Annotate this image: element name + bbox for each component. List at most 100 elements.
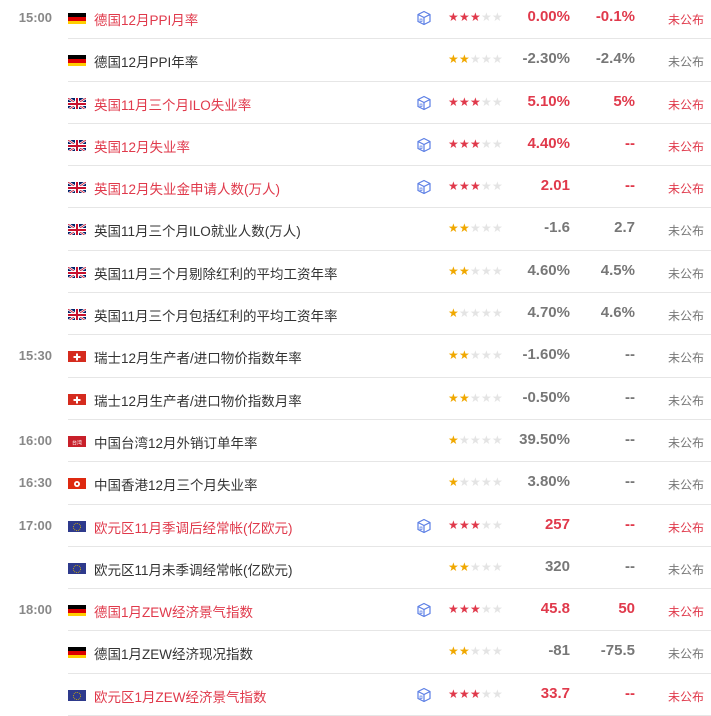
star-icon: ★ (459, 686, 470, 701)
star-icon: ★ (481, 10, 492, 24)
event-title[interactable]: 德国1月ZEW经济现况指数 (94, 647, 254, 663)
event-title[interactable]: 欧元区11月未季调经常帐(亿欧元) (94, 562, 293, 578)
star-icon: ★ (492, 644, 503, 659)
importance-stars: ★★★★★ (448, 52, 503, 66)
importance-stars: ★★★★★ (448, 475, 503, 489)
star-icon: ★ (448, 559, 459, 574)
event-title[interactable]: 中国台湾12月外销订单年率 (94, 435, 258, 451)
star-icon: ★ (470, 10, 481, 24)
star-icon: ★ (492, 136, 503, 151)
star-icon: ★ (481, 686, 492, 701)
calendar-row[interactable]: 英国11月三个月ILO失业率 ★★★★★ 5.10% 5% 未公布 (0, 82, 711, 124)
row-divider (68, 207, 711, 209)
status-text: 未公布 (668, 182, 705, 197)
eu-flag-icon (68, 689, 86, 701)
eu-flag-icon (68, 520, 86, 532)
previous-value: -81 (548, 642, 570, 660)
cube-icon[interactable] (416, 10, 432, 26)
event-title[interactable]: 欧元区11月季调后经常帐(亿欧元) (94, 520, 293, 536)
germany-flag-icon (68, 604, 86, 617)
importance-stars: ★★★★★ (448, 433, 503, 447)
event-time: 15:00 (18, 10, 52, 25)
calendar-row[interactable]: 英国11月三个月ILO就业人数(万人) ★★★★★ -1.6 2.7 未公布 (0, 208, 711, 251)
event-title[interactable]: 德国12月PPI月率 (94, 13, 199, 28)
event-time: 15:30 (18, 348, 52, 364)
importance-stars: ★★★★★ (448, 306, 503, 320)
row-divider (68, 376, 711, 378)
star-icon: ★ (448, 179, 459, 194)
importance-stars: ★★★★★ (448, 560, 503, 574)
calendar-row[interactable]: 15:00 德国12月PPI月率 ★★★★★ 0.00% -0.1% 未公布 (0, 0, 711, 40)
row-divider (68, 165, 711, 167)
calendar-row[interactable]: 德国1月ZEW经济现况指数 ★★★★★ -81 -75.5 未公布 (0, 631, 711, 674)
switzerland-flag-icon (68, 350, 86, 363)
event-title[interactable]: 英国11月三个月ILO失业率 (94, 97, 252, 113)
status-text: 未公布 (668, 351, 705, 366)
event-title[interactable]: 中国香港12月三个月失业率 (94, 478, 258, 494)
previous-value: 2.01 (540, 177, 570, 195)
event-time: 16:00 (18, 432, 52, 448)
status-text: 未公布 (668, 562, 705, 577)
cube-icon[interactable] (416, 518, 432, 534)
star-icon: ★ (481, 475, 492, 490)
status-text: 未公布 (668, 647, 705, 662)
calendar-row[interactable]: 16:30 中国香港12月三个月失业率 ★★★★★ 3.80% -- 未公布 (0, 462, 711, 505)
star-icon: ★ (492, 559, 503, 574)
cube-icon[interactable] (416, 179, 432, 195)
event-time: 17:00 (18, 517, 52, 533)
calendar-row[interactable]: 德国12月PPI年率 ★★★★★ -2.30% -2.4% 未公布 (0, 39, 711, 82)
uk-flag-icon (68, 96, 86, 109)
star-icon: ★ (459, 475, 470, 490)
calendar-row[interactable]: 英国12月失业金申请人数(万人) ★★★★★ 2.01 -- 未公布 (0, 166, 711, 209)
importance-stars: ★★★★★ (448, 687, 503, 701)
star-icon: ★ (459, 221, 470, 236)
star-icon: ★ (448, 306, 459, 321)
status-text: 未公布 (668, 13, 705, 27)
status-text: 未公布 (668, 605, 705, 620)
calendar-row[interactable]: 瑞士12月生产者/进口物价指数月率 ★★★★★ -0.50% -- 未公布 (0, 378, 711, 420)
star-icon: ★ (470, 221, 481, 236)
calendar-row[interactable]: 英国11月三个月剔除红利的平均工资年率 ★★★★★ 4.60% 4.5% 未公布 (0, 251, 711, 294)
status-text: 未公布 (668, 139, 705, 154)
cube-icon[interactable] (416, 602, 432, 618)
cube-icon[interactable] (416, 687, 432, 703)
event-title[interactable]: 瑞士12月生产者/进口物价指数年率 (94, 351, 302, 367)
previous-value: 39.50% (519, 430, 570, 448)
star-icon: ★ (492, 94, 503, 109)
calendar-row[interactable]: 英国11月三个月包括红利的平均工资年率 ★★★★★ 4.70% 4.6% 未公布 (0, 293, 711, 336)
row-divider (68, 80, 711, 82)
star-icon: ★ (470, 517, 481, 532)
event-title[interactable]: 英国11月三个月包括红利的平均工资年率 (94, 309, 338, 325)
event-title[interactable]: 德国12月PPI年率 (94, 55, 199, 71)
star-icon: ★ (448, 432, 459, 447)
forecast-value: -- (625, 684, 635, 702)
star-icon: ★ (448, 94, 459, 109)
event-title[interactable]: 英国12月失业金申请人数(万人) (94, 182, 281, 198)
calendar-row[interactable]: 欧元区11月未季调经常帐(亿欧元) ★★★★★ 320 -- 未公布 (0, 547, 711, 590)
row-divider (68, 503, 711, 505)
status-text: 未公布 (668, 309, 705, 324)
event-title[interactable]: 欧元区1月ZEW经济景气指数 (94, 689, 267, 705)
star-icon: ★ (470, 686, 481, 701)
importance-stars: ★★★★★ (448, 391, 503, 405)
previous-value: 4.60% (527, 261, 570, 279)
star-icon: ★ (481, 221, 492, 236)
event-time: 16:30 (18, 475, 52, 491)
hongkong-flag-icon (68, 477, 86, 490)
eu-flag-icon (68, 562, 86, 574)
cube-icon[interactable] (416, 137, 432, 153)
event-title[interactable]: 德国1月ZEW经济景气指数 (94, 605, 254, 621)
calendar-row[interactable]: 17:00 欧元区11月季调后经常帐(亿欧元) ★★★★★ 257 -- 未公布 (0, 505, 711, 547)
calendar-row[interactable]: 英国12月失业率 ★★★★★ 4.40% -- 未公布 (0, 124, 711, 167)
calendar-row[interactable]: 18:00 德国1月ZEW经济景气指数 ★★★★★ 45.8 50 未公布 (0, 589, 711, 632)
calendar-row[interactable]: 15:30 瑞士12月生产者/进口物价指数年率 ★★★★★ -1.60% -- 未公布 (0, 335, 711, 378)
event-title[interactable]: 英国11月三个月ILO就业人数(万人) (94, 224, 301, 240)
event-title[interactable]: 瑞士12月生产者/进口物价指数月率 (94, 393, 302, 409)
calendar-row[interactable]: 16:00 台湾 中国台湾12月外销订单年率 ★★★★★ 39.50% -- 未公布 (0, 420, 711, 463)
cube-icon[interactable] (416, 95, 432, 111)
row-divider (68, 672, 711, 674)
event-title[interactable]: 英国11月三个月剔除红利的平均工资年率 (94, 266, 338, 282)
status-text: 未公布 (668, 393, 705, 408)
event-title[interactable]: 英国12月失业率 (94, 139, 191, 155)
